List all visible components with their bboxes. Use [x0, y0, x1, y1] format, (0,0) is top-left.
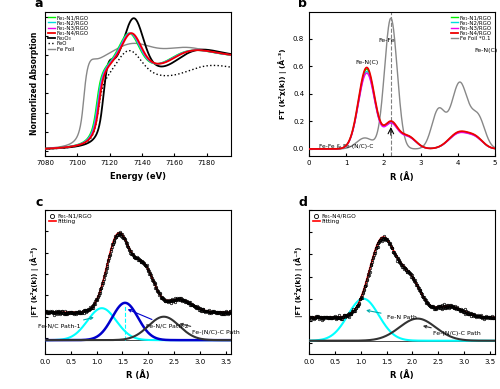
- Y-axis label: |FT (k²χ(k)) | (Å⁻³): |FT (k²χ(k)) | (Å⁻³): [294, 247, 304, 317]
- Text: a: a: [34, 0, 43, 10]
- X-axis label: R (Å): R (Å): [126, 370, 150, 380]
- Text: Fe-(N/C)-C Path: Fe-(N/C)-C Path: [424, 326, 481, 336]
- X-axis label: R (Å): R (Å): [390, 370, 414, 380]
- Legend: Fe₁-N1/RGO, Fitting: Fe₁-N1/RGO, Fitting: [48, 213, 92, 225]
- Text: c: c: [36, 196, 43, 209]
- Legend: Fe₁-N4/RGO, Fitting: Fe₁-N4/RGO, Fitting: [312, 213, 356, 225]
- X-axis label: Energy (eV): Energy (eV): [110, 172, 166, 181]
- Text: b: b: [298, 0, 307, 10]
- Y-axis label: FT (k²χ(k)) | (Å⁻³): FT (k²χ(k)) | (Å⁻³): [278, 48, 287, 119]
- Text: Fe-N Path: Fe-N Path: [367, 310, 416, 320]
- Text: Fe-N(C): Fe-N(C): [355, 60, 378, 65]
- Text: Fe-N/C Path-2: Fe-N/C Path-2: [129, 310, 188, 328]
- Text: Fe-(N/C)-C Path: Fe-(N/C)-C Path: [180, 323, 240, 335]
- Text: Fe-N(C): Fe-N(C): [474, 48, 498, 53]
- Text: Fe-Fe: Fe-Fe: [378, 38, 394, 43]
- Text: Fe-N/C Path-1: Fe-N/C Path-1: [38, 317, 92, 328]
- X-axis label: R (Å): R (Å): [390, 172, 414, 182]
- Legend: Fe₁-N1/RGO, Fe₁-N2/RGO, Fe₁-N3/RGO, Fe₁-N4/RGO, Fe Foil *0.1: Fe₁-N1/RGO, Fe₁-N2/RGO, Fe₁-N3/RGO, Fe₁-…: [450, 14, 492, 42]
- Y-axis label: Normorlized Absorption: Normorlized Absorption: [30, 32, 40, 135]
- Text: Fe-Fe & Fe-(N/C)-C: Fe-Fe & Fe-(N/C)-C: [319, 144, 374, 149]
- Legend: Fe₁-N1/RGO, Fe₁-N2/RGO, Fe₁-N3/RGO, Fe₁-N4/RGO, Fe₂O₃, FeO, Fe Foil: Fe₁-N1/RGO, Fe₁-N2/RGO, Fe₁-N3/RGO, Fe₁-…: [48, 14, 90, 52]
- Text: d: d: [298, 196, 307, 209]
- Y-axis label: |FT (k²χ(k)) | (Å⁻³): |FT (k²χ(k)) | (Å⁻³): [30, 247, 40, 317]
